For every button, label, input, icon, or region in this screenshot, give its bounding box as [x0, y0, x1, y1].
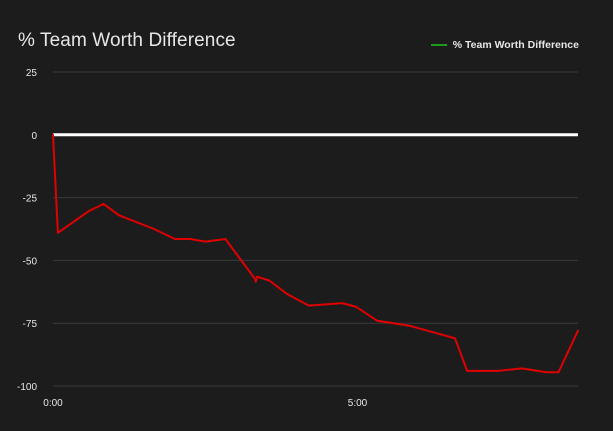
y-tick-label: 0	[31, 131, 37, 142]
y-axis-ticks: 25 0 -25 -50 -75 -100	[17, 68, 37, 393]
y-tick-label: -25	[23, 194, 38, 205]
legend[interactable]: % Team Worth Difference	[430, 39, 579, 51]
y-tick-label: 25	[26, 68, 38, 79]
series-layer	[52, 133, 579, 374]
chart-title: % Team Worth Difference	[18, 30, 236, 51]
series-line	[52, 133, 579, 374]
legend-label: % Team Worth Difference	[452, 39, 579, 51]
x-axis-ticks: 0:00 5:00	[43, 398, 367, 409]
x-tick-label: 5:00	[348, 398, 368, 409]
y-tick-label: -50	[23, 256, 38, 267]
grid-layer	[53, 71, 578, 387]
x-tick-label: 0:00	[43, 398, 63, 409]
y-tick-label: -75	[23, 319, 38, 330]
legend-swatch	[430, 44, 447, 46]
y-tick-label: -100	[17, 382, 37, 393]
